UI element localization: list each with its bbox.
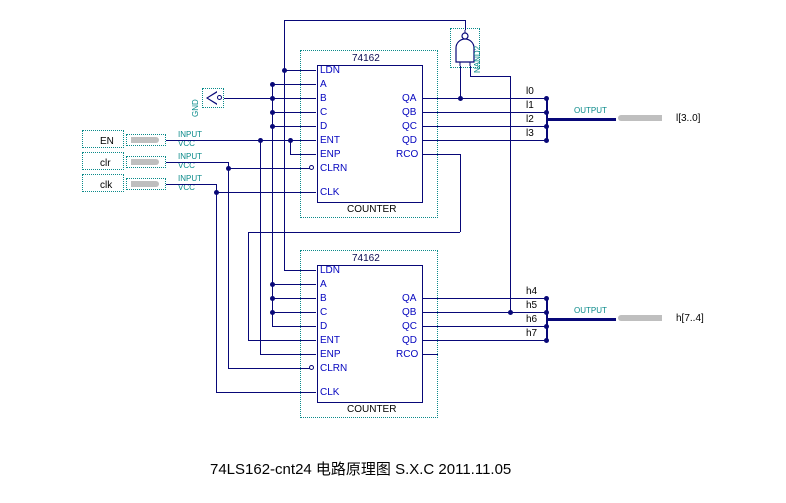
pin-enp-top: ENP (320, 149, 341, 160)
pin-qb-bot: QB (402, 307, 416, 318)
pin-enp-bot: ENP (320, 349, 341, 360)
pin-qc-bot: QC (402, 321, 417, 332)
pin-ldn-top: LDN (320, 65, 340, 76)
pin-clrn-bot: CLRN (320, 363, 347, 374)
inv-bubble-clrn-top (309, 165, 314, 170)
schematic-canvas: 74162 COUNTER LDN A B C D ENT ENP CLRN C… (0, 0, 786, 503)
chip-title-top: 74162 (352, 53, 380, 64)
clk-port-box (82, 174, 124, 192)
pin-b-bot: B (320, 293, 327, 304)
pin-clk-top: CLK (320, 187, 339, 198)
nand-label: NAND2 (473, 46, 482, 73)
net-l1: l1 (526, 100, 534, 111)
en-port-box (82, 130, 124, 148)
pin-clk-bot: CLK (320, 387, 339, 398)
pin-qd-bot: QD (402, 335, 417, 346)
chip-body-top (317, 65, 423, 203)
net-h4: h4 (526, 286, 537, 297)
pin-c-bot: C (320, 307, 327, 318)
clk-input-label: INPUT (178, 174, 202, 183)
pin-d-top: D (320, 121, 327, 132)
net-l3: l3 (526, 128, 534, 139)
pin-qd-top: QD (402, 135, 417, 146)
caption: 74LS162-cnt24 电路原理图 S.X.C 2011.11.05 (210, 458, 511, 479)
chip-sublabel-bot: COUNTER (347, 404, 396, 415)
pin-a-bot: A (320, 279, 327, 290)
pin-ent-top: ENT (320, 135, 340, 146)
net-h6: h6 (526, 314, 537, 325)
inport-clr (126, 156, 166, 168)
pin-c-top: C (320, 107, 327, 118)
net-l2: l2 (526, 114, 534, 125)
chip-title-bot: 74162 (352, 253, 380, 264)
bus-label-bot: h[7..4] (676, 313, 704, 324)
clr-port-box (82, 152, 124, 170)
pin-ldn-bot: LDN (320, 265, 340, 276)
pin-ent-bot: ENT (320, 335, 340, 346)
en-input-label: INPUT (178, 130, 202, 139)
inport-clk (126, 178, 166, 190)
out-label-top: OUTPUT (574, 106, 607, 115)
outport-bot (618, 314, 666, 324)
bus-label-top: l[3..0] (676, 113, 700, 124)
clr-input-label: INPUT (178, 152, 202, 161)
pin-a-top: A (320, 79, 327, 90)
chip-body-bot (317, 265, 423, 403)
pin-rco-bot: RCO (396, 349, 418, 360)
pin-qa-bot: QA (402, 293, 416, 304)
chip-sublabel-top: COUNTER (347, 204, 396, 215)
gnd-label: GND (191, 99, 200, 117)
gnd-bubble (217, 95, 222, 100)
pin-rco-top: RCO (396, 149, 418, 160)
out-label-bot: OUTPUT (574, 306, 607, 315)
inport-en (126, 134, 166, 146)
pin-qa-top: QA (402, 93, 416, 104)
net-h7: h7 (526, 328, 537, 339)
net-h5: h5 (526, 300, 537, 311)
net-l0: l0 (526, 86, 534, 97)
pin-b-top: B (320, 93, 327, 104)
pin-qb-top: QB (402, 107, 416, 118)
outport-top (618, 114, 666, 124)
pin-d-bot: D (320, 321, 327, 332)
inv-bubble-clrn-bot (309, 365, 314, 370)
pin-qc-top: QC (402, 121, 417, 132)
pin-clrn-top: CLRN (320, 163, 347, 174)
